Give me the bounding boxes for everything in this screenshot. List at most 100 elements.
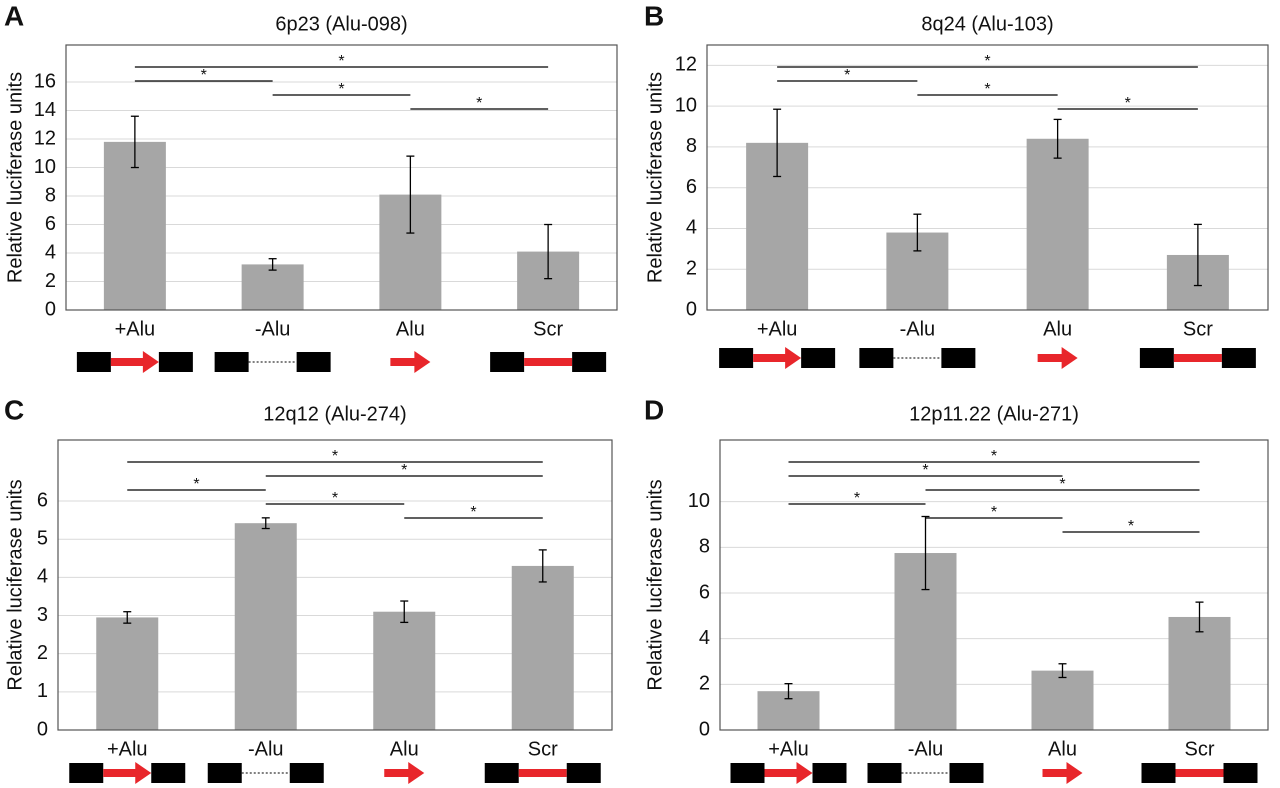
panel: D 12p11.22 (Alu-271) Relative luciferase u… <box>644 394 1269 784</box>
construct-block <box>812 763 847 783</box>
y-tick-label: 4 <box>37 566 48 588</box>
y-axis-label: Relative luciferase units <box>644 72 666 283</box>
significance-label: * <box>470 504 476 521</box>
x-tick-label: Alu <box>396 318 425 340</box>
construct-block <box>730 763 765 783</box>
y-tick-label: 0 <box>37 718 48 740</box>
chart-title: 12q12 (Alu-274) <box>263 403 406 425</box>
significance-label: * <box>984 81 990 98</box>
construct-block <box>867 763 902 783</box>
panel: A 6p23 (Alu-098) Relative luciferase units… <box>4 0 618 373</box>
construct-block <box>572 352 607 372</box>
significance-label: * <box>1125 95 1131 112</box>
construct-block <box>859 348 894 368</box>
construct-block <box>214 352 249 372</box>
x-tick-label: +Alu <box>107 738 148 760</box>
significance-label: * <box>984 53 990 70</box>
construct-block <box>1223 763 1258 783</box>
y-tick-label: 12 <box>675 54 697 76</box>
bar <box>96 617 159 730</box>
construct-arrowhead <box>408 762 425 784</box>
y-tick-label: 2 <box>45 270 56 292</box>
bar <box>103 141 166 310</box>
y-tick-label: 6 <box>37 489 48 511</box>
significance-label: * <box>201 67 207 84</box>
y-tick-label: 2 <box>686 258 697 280</box>
construct-block <box>566 763 601 783</box>
panel-letter: D <box>644 394 664 425</box>
y-tick-label: 2 <box>699 673 710 695</box>
x-tick-label: -Alu <box>255 318 291 340</box>
y-axis-label: Relative luciferase units <box>4 479 26 690</box>
significance-label: * <box>922 462 928 479</box>
x-tick-label: +Alu <box>115 318 156 340</box>
construct-block <box>151 763 186 783</box>
y-tick-label: 4 <box>699 627 710 649</box>
y-axis-label: Relative luciferase units <box>644 479 666 690</box>
chart-title: 8q24 (Alu-103) <box>921 13 1053 35</box>
y-tick-label: 10 <box>34 156 56 178</box>
construct-block <box>158 352 193 372</box>
y-tick-label: 16 <box>34 70 56 92</box>
y-tick-label: 4 <box>45 241 56 263</box>
y-axis-label: Relative luciferase units <box>4 72 26 283</box>
x-tick-label: Alu <box>1043 318 1072 340</box>
y-tick-label: 0 <box>699 718 710 740</box>
y-tick-label: 0 <box>45 298 56 320</box>
construct-arrowhead <box>1061 347 1078 369</box>
y-tick-label: 3 <box>37 604 48 626</box>
y-tick-label: 14 <box>34 99 56 121</box>
x-tick-label: Alu <box>1048 738 1077 760</box>
construct-block <box>1139 348 1174 368</box>
plot-frame <box>65 44 618 311</box>
construct-arrowhead <box>142 351 159 373</box>
x-tick-label: -Alu <box>908 738 944 760</box>
x-tick-label: Scr <box>528 738 558 760</box>
construct-block <box>484 763 519 783</box>
construct-arrowhead <box>414 351 431 373</box>
bar <box>234 523 297 730</box>
significance-label: * <box>991 448 997 465</box>
significance-label: * <box>338 53 344 70</box>
y-tick-label: 8 <box>45 184 56 206</box>
y-tick-label: 5 <box>37 527 48 549</box>
bar <box>241 264 304 310</box>
x-tick-label: +Alu <box>757 318 798 340</box>
panel-letter: B <box>644 0 664 31</box>
y-tick-label: 6 <box>45 213 56 235</box>
x-tick-label: -Alu <box>900 318 936 340</box>
construct-block <box>1141 763 1176 783</box>
significance-label: * <box>332 448 338 465</box>
panel-letter: C <box>4 394 24 425</box>
y-tick-label: 4 <box>686 217 697 239</box>
significance-label: * <box>332 490 338 507</box>
y-tick-label: 6 <box>699 581 710 603</box>
y-tick-label: 8 <box>699 536 710 558</box>
construct-block <box>801 348 836 368</box>
y-tick-label: 12 <box>34 127 56 149</box>
significance-label: * <box>338 81 344 98</box>
panel: B 8q24 (Alu-103) Relative luciferase units… <box>644 0 1269 369</box>
bar <box>1026 138 1089 310</box>
construct-block <box>296 352 331 372</box>
construct-arrowhead <box>135 762 152 784</box>
construct-block <box>719 348 754 368</box>
construct-block <box>76 352 111 372</box>
significance-label: * <box>844 67 850 84</box>
construct-block <box>69 763 104 783</box>
plot-frame <box>706 44 1269 311</box>
construct-block <box>289 763 324 783</box>
y-tick-label: 8 <box>686 135 697 157</box>
construct-block <box>949 763 984 783</box>
bar <box>511 565 574 730</box>
significance-label: * <box>991 504 997 521</box>
plot-frame <box>719 439 1269 731</box>
y-tick-label: 2 <box>37 642 48 664</box>
significance-label: * <box>854 490 860 507</box>
construct-arrowhead <box>785 347 802 369</box>
construct-block <box>1221 348 1256 368</box>
y-tick-label: 10 <box>688 490 710 512</box>
bar <box>1168 616 1231 730</box>
y-tick-label: 10 <box>675 94 697 116</box>
